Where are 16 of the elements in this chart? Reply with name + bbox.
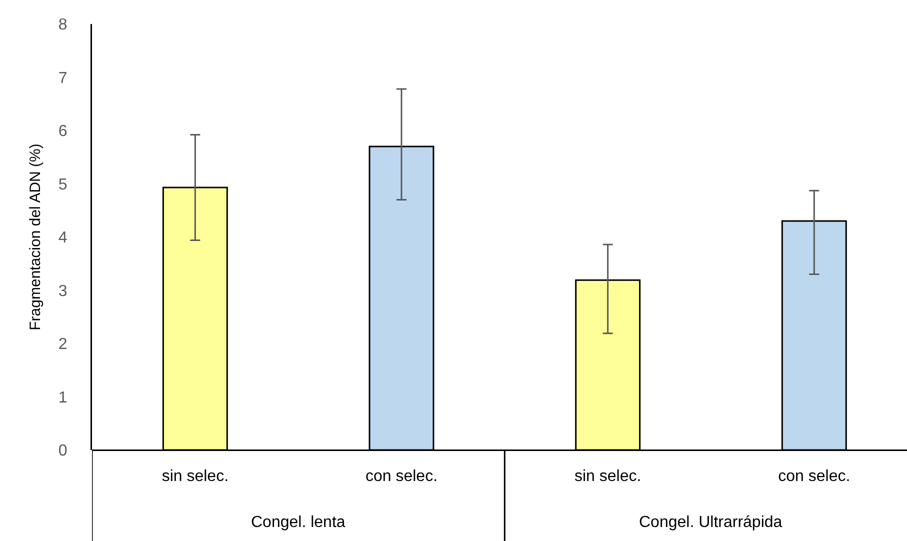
x-tick-label: sin selec. [574,468,642,485]
y-tick-label: 2 [58,336,68,354]
y-tick-label: 8 [58,16,68,34]
text: Congel. lenta [251,514,346,531]
x-tick-label: con selec. [778,468,850,485]
y-tick-label: 7 [58,70,68,87]
y-tick-label: 1 [58,389,68,406]
y-tick-label: 0 [58,442,68,460]
y-tick-label: 6 [58,123,68,140]
y-tick-label: 4 [58,230,68,247]
x-tick-label: sin selec. [162,468,229,485]
text: Congel. Ultrarrápida [639,514,782,531]
y-tick-label: 3 [58,282,68,300]
y-axis-title: Fragmentacion del ADN (%) [26,144,44,330]
x-tick-label: con selec. [365,468,438,485]
y-tick-label: 5 [58,176,68,194]
